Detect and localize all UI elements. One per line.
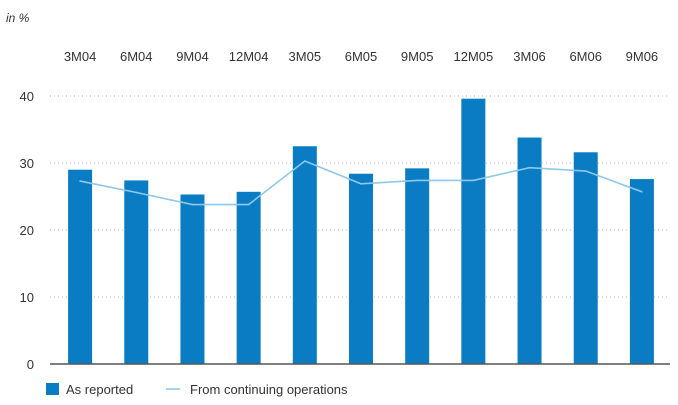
legend-label-continuing-operations: From continuing operations — [190, 382, 348, 397]
bar — [124, 180, 149, 364]
category-label: 9M04 — [176, 49, 209, 64]
line-point — [584, 170, 587, 172]
bar — [180, 194, 205, 364]
category-label: 6M04 — [120, 49, 153, 64]
line-point — [472, 179, 475, 182]
category-label: 3M05 — [289, 49, 322, 64]
category-labels: 3M04 6M04 9M04 12M04 3M05 6M05 9M05 12M05 3M06 6M… — [64, 49, 658, 64]
category-label: 9M05 — [401, 49, 434, 64]
bar — [349, 173, 373, 364]
bar — [236, 191, 261, 364]
y-tick-label: 20 — [20, 223, 34, 238]
category-label: 3M06 — [513, 49, 546, 64]
line-point — [416, 179, 418, 182]
line-point — [304, 160, 306, 162]
y-tick-label: 30 — [20, 156, 34, 171]
bars-as-reported — [68, 98, 654, 365]
category-label: 6M06 — [569, 49, 602, 64]
bar — [405, 168, 430, 364]
legend-swatch-as-reported — [46, 383, 59, 395]
bar — [292, 146, 317, 364]
line-point — [360, 182, 362, 185]
line-point — [79, 180, 81, 182]
line-point — [191, 203, 194, 206]
bar — [461, 98, 486, 365]
y-axis-ticks: 0 10 20 30 40 — [20, 89, 34, 372]
category-label: 3M04 — [64, 49, 97, 64]
legend-label-as-reported: As reported — [66, 382, 133, 397]
category-label: 12M05 — [453, 49, 493, 64]
category-label: 12M04 — [229, 49, 269, 64]
bar — [68, 169, 93, 364]
unit-label: in % — [6, 11, 30, 25]
category-label: 9M06 — [626, 49, 659, 64]
y-tick-label: 10 — [20, 290, 34, 305]
line-point — [135, 191, 138, 194]
y-tick-label: 40 — [20, 89, 34, 104]
bar — [573, 152, 598, 364]
line-point — [641, 191, 643, 193]
category-label: 6M05 — [345, 49, 378, 64]
line-point — [247, 203, 250, 206]
bar — [629, 179, 654, 364]
line-continuing-operations — [79, 160, 643, 206]
bar — [517, 137, 542, 364]
line-point — [528, 166, 531, 169]
legend: As reported From continuing operations — [46, 382, 348, 397]
gridlines — [50, 95, 670, 298]
y-tick-label: 0 — [27, 357, 34, 372]
